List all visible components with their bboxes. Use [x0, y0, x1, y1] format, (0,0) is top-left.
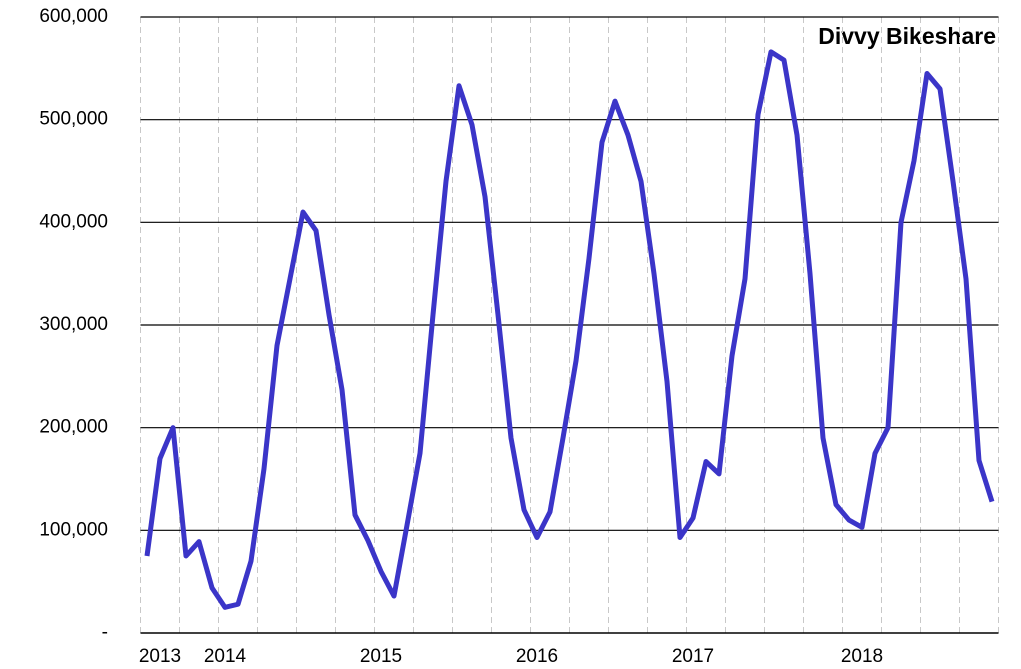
line-series [144, 49, 995, 610]
y-tick-label: 200,000 [39, 417, 108, 438]
y-tick-label: 100,000 [39, 519, 108, 540]
x-tick-label: 2017 [672, 646, 714, 667]
x-tick-label: 2014 [204, 646, 247, 667]
y-tick-label: - [102, 622, 108, 643]
x-tick-label: 2015 [360, 646, 402, 667]
y-tick-label: 500,000 [39, 109, 108, 130]
y-tick-label: 300,000 [39, 314, 108, 335]
x-tick-label: 2013 [139, 646, 181, 667]
y-tick-label: 400,000 [39, 211, 108, 232]
x-tick-label: 2016 [516, 646, 558, 667]
chart-title: Divvy Bikeshare [818, 23, 996, 49]
y-tick-label: 600,000 [39, 6, 108, 27]
x-tick-label: 2018 [841, 646, 883, 667]
